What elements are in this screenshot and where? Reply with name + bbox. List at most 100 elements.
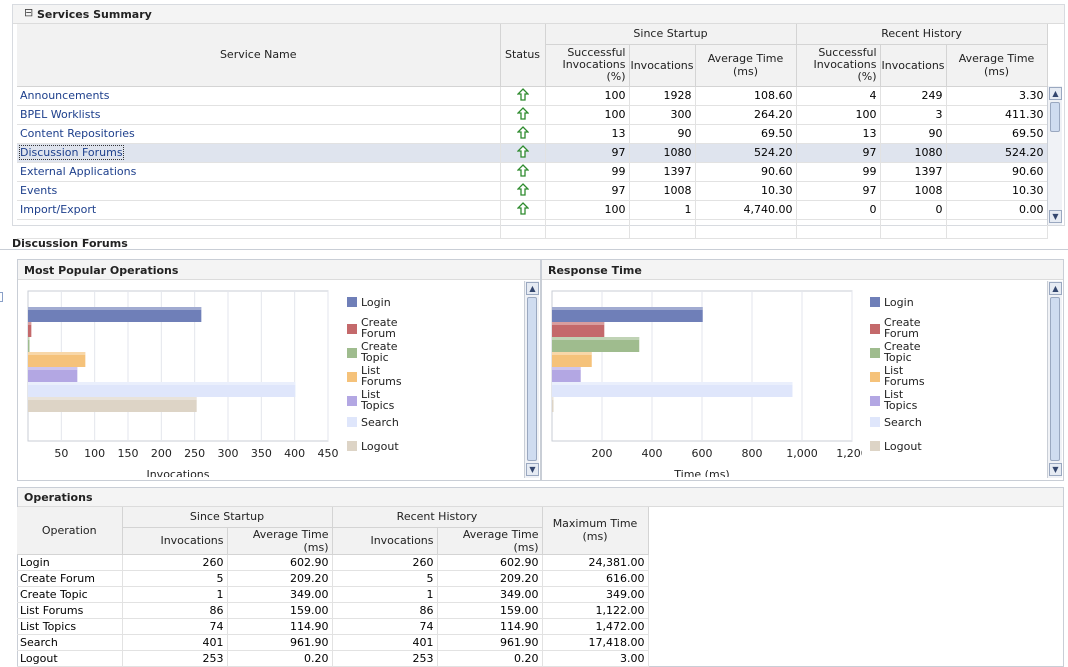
ss-invocations: 253 — [122, 650, 228, 667]
col-ss-invocations[interactable]: Invocations — [122, 527, 228, 555]
col-max-time[interactable]: Maximum Time (ms) — [542, 507, 649, 555]
operation-name: Search — [17, 634, 123, 651]
service-name-link-cell: Import/Export — [17, 200, 501, 220]
ss-invocations: 1397 — [663, 165, 692, 178]
rh-avg-time: 349.00 — [437, 586, 543, 603]
response-time-legend: Login Create Forum Create Topic List Forums… — [870, 297, 970, 457]
service-name-link[interactable]: Import/Export — [20, 203, 97, 216]
operation-name: List Forums — [17, 602, 123, 619]
ss-avg-time: 159.00 — [227, 602, 333, 619]
response-chart-scrollbar[interactable]: ▲ ▼ — [1047, 281, 1062, 478]
rh-avg-time: 0.00 — [1019, 203, 1044, 216]
rh-invocations: 253 — [332, 650, 438, 667]
service-name-link[interactable]: Discussion Forums — [19, 145, 124, 160]
collapse-icon[interactable]: ⊟ — [24, 6, 34, 19]
service-name-link[interactable]: Content Repositories — [20, 127, 135, 140]
service-row[interactable]: Discussion Forums 97 1080 524.20 97 1080 524.2… — [17, 143, 1048, 163]
rh-successful-cell: 0 — [796, 200, 881, 220]
scroll-down-icon[interactable]: ▼ — [1049, 463, 1062, 476]
service-name-link[interactable]: Events — [20, 184, 58, 197]
bar-login — [28, 307, 202, 322]
popular-operations-chart: 50 100 150 200 250 300 350 400 450 Invocations — [27, 290, 338, 477]
bar-highlight — [28, 307, 202, 310]
service-name-link-cell: BPEL Worklists — [17, 105, 501, 125]
ss-successful-cell: 97 — [545, 143, 630, 163]
ss-invocations-cell: 1928 — [629, 86, 696, 106]
status-cell — [500, 143, 546, 163]
scroll-thumb[interactable] — [527, 297, 537, 461]
col-status[interactable]: Status — [500, 24, 546, 87]
scroll-thumb[interactable] — [1050, 297, 1060, 461]
operation-row[interactable]: Search 401 961.90 401 961.90 17,418.00 — [17, 634, 649, 651]
service-name-link[interactable]: BPEL Worklists — [20, 108, 101, 121]
ss-avg-time-cell: 108.60 — [695, 86, 797, 106]
legend-swatch — [870, 372, 880, 382]
service-row[interactable]: BPEL Worklists 100 300 264.20 100 3 411.30 — [17, 105, 1048, 125]
col-service-name[interactable]: Service Name — [17, 24, 501, 87]
col-ss-invocations[interactable]: Invocations — [629, 44, 696, 87]
popular-operations-legend: Login Create Forum Create Topic List Forums… — [347, 297, 447, 457]
service-name-link-cell: Events — [17, 181, 501, 201]
col-group-recent-history: Recent History — [332, 507, 543, 528]
up-arrow-icon — [515, 163, 530, 177]
legend-swatch — [347, 372, 357, 382]
bar-highlight — [552, 397, 554, 400]
tick-label: 200 — [151, 447, 172, 460]
legend-swatch — [870, 324, 880, 334]
col-ss-avg-time[interactable]: Average Time (ms) — [227, 527, 333, 555]
service-row[interactable]: Import/Export 100 1 4,740.00 0 0 0.00 — [17, 200, 1048, 220]
status-cell — [500, 105, 546, 125]
ss-avg-time: 90.60 — [761, 165, 793, 178]
col-operation[interactable]: Operation — [17, 507, 123, 555]
ss-invocations: 1 — [684, 203, 692, 216]
scroll-down-icon[interactable]: ▼ — [1049, 210, 1062, 223]
services-scrollbar[interactable]: ▲ ▼ — [1047, 86, 1062, 225]
service-row[interactable]: Announcements 100 1928 108.60 4 249 3.30 — [17, 86, 1048, 106]
col-rh-invocations[interactable]: Invocations — [880, 44, 947, 87]
legend-label: Create Forum — [884, 316, 921, 340]
tick-label: 300 — [218, 447, 239, 460]
ss-successful-cell: 99 — [545, 162, 630, 182]
operation-row[interactable]: Login 260 602.90 260 602.90 24,381.00 — [17, 554, 649, 571]
operation-row[interactable]: Logout 253 0.20 253 0.20 3.00 — [17, 650, 649, 667]
scroll-up-icon[interactable]: ▲ — [1049, 282, 1062, 295]
rh-avg-time: 524.20 — [1005, 146, 1044, 159]
service-name-link[interactable]: External Applications — [20, 165, 137, 178]
services-table: Service Name Status Since Startup Recent… — [17, 24, 1048, 239]
tick-label: 800 — [742, 447, 763, 460]
service-row[interactable]: Content Repositories 13 90 69.50 13 90 69.50 — [17, 124, 1048, 144]
legend-swatch — [347, 396, 357, 406]
scroll-thumb[interactable] — [1050, 102, 1060, 132]
service-name-link[interactable]: Announcements — [20, 89, 110, 102]
scroll-up-icon[interactable]: ▲ — [1049, 87, 1062, 100]
operation-row[interactable]: List Topics 74 114.90 74 114.90 1,472.00 — [17, 618, 649, 635]
bar-highlight — [552, 352, 592, 355]
bar-highlight — [28, 352, 86, 355]
service-name-link-cell: External Applications — [17, 162, 501, 182]
col-rh-avg-time[interactable]: Average Time (ms) — [437, 527, 543, 555]
response-time-title: Response Time — [548, 264, 642, 277]
popular-chart-scrollbar[interactable]: ▲ ▼ — [524, 281, 539, 478]
col-rh-successful[interactable]: Successful Invocations (%) — [796, 44, 881, 87]
ss-invocations-cell: 90 — [629, 124, 696, 144]
col-rh-avg-time[interactable]: Average Time (ms) — [946, 44, 1048, 87]
operation-row[interactable]: Create Topic 1 349.00 1 349.00 349.00 — [17, 586, 649, 603]
ss-successful-cell: 100 — [545, 86, 630, 106]
scroll-down-icon[interactable]: ▼ — [526, 463, 539, 476]
rh-invocations-cell: 1397 — [880, 162, 947, 182]
scroll-up-icon[interactable]: ▲ — [526, 282, 539, 295]
ss-successful: 100 — [604, 108, 626, 121]
service-row[interactable]: External Applications 99 1397 90.60 99 1397 90… — [17, 162, 1048, 182]
ss-avg-time: 349.00 — [227, 586, 333, 603]
response-header-bar — [542, 260, 1063, 280]
rh-successful-cell: 4 — [796, 86, 881, 106]
col-rh-invocations[interactable]: Invocations — [332, 527, 438, 555]
operation-row[interactable]: Create Forum 5 209.20 5 209.20 616.00 — [17, 570, 649, 587]
col-ss-avg-time[interactable]: Average Time (ms) — [695, 44, 797, 87]
col-ss-successful[interactable]: Successful Invocations (%) — [545, 44, 630, 87]
ss-invocations: 1928 — [663, 89, 692, 102]
service-row[interactable]: Events 97 1008 10.30 97 1008 10.30 — [17, 181, 1048, 201]
rh-successful-cell: 97 — [796, 181, 881, 201]
operations-table: Operation Since Startup Recent History M… — [17, 507, 649, 667]
operation-row[interactable]: List Forums 86 159.00 86 159.00 1,122.00 — [17, 602, 649, 619]
